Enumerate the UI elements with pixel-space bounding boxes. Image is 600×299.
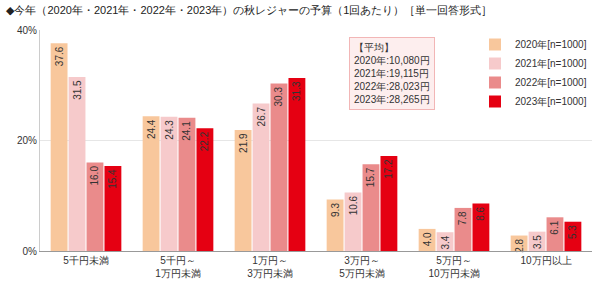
svg-text:31.5: 31.5 [72,80,83,100]
svg-text:24.4: 24.4 [146,119,157,139]
svg-text:10.6: 10.6 [348,195,359,215]
svg-text:15.7: 15.7 [365,167,376,187]
svg-text:3.4: 3.4 [440,235,451,249]
svg-text:31.3: 31.3 [291,81,302,101]
svg-text:24.3: 24.3 [164,120,175,140]
svg-text:26.7: 26.7 [256,106,267,126]
svg-text:2020年[n=1000]: 2020年[n=1000] [515,39,587,50]
svg-text:21.9: 21.9 [238,133,249,153]
svg-text:17.2: 17.2 [383,159,394,179]
svg-text:6.1: 6.1 [549,220,560,234]
svg-text:9.3: 9.3 [330,203,341,217]
svg-text:0%: 0% [23,246,38,257]
svg-text:37.6: 37.6 [54,46,65,66]
svg-text:1万円～3万円未満: 1万円～3万円未満 [247,255,293,279]
svg-text:【平均】2020年:10,080円2021年:19,115円: 【平均】2020年:10,080円2021年:19,115円2022年:28,0… [354,42,430,105]
svg-text:7.8: 7.8 [457,211,468,225]
svg-text:15.4: 15.4 [107,169,118,189]
svg-text:20%: 20% [17,135,37,146]
svg-text:2022年[n=1000]: 2022年[n=1000] [515,77,587,88]
svg-text:8.6: 8.6 [475,206,486,220]
svg-text:10万円以上: 10万円以上 [520,255,571,266]
svg-text:2023年[n=1000]: 2023年[n=1000] [515,96,587,107]
svg-text:3万円～5万円未満: 3万円～5万円未満 [339,255,385,279]
svg-text:◆今年（2020年・2021年・2022年・2023年）の秋: ◆今年（2020年・2021年・2022年・2023年）の秋レジャーの予算（1回… [6,4,492,16]
svg-text:5万円～10万円未満: 5万円～10万円未満 [428,255,479,279]
svg-text:4.0: 4.0 [422,232,433,246]
svg-text:5千円未満: 5千円未満 [63,255,109,266]
svg-text:5千円～1万円未満: 5千円～1万円未満 [155,255,201,279]
svg-text:22.2: 22.2 [199,131,210,151]
svg-text:5.3: 5.3 [567,225,578,239]
svg-text:16.0: 16.0 [89,166,100,186]
svg-text:2021年[n=1000]: 2021年[n=1000] [515,58,587,69]
svg-text:30.3: 30.3 [273,87,284,107]
svg-text:40%: 40% [17,25,37,36]
svg-text:24.1: 24.1 [181,121,192,141]
svg-text:2.8: 2.8 [514,239,525,253]
svg-text:3.5: 3.5 [532,235,543,249]
